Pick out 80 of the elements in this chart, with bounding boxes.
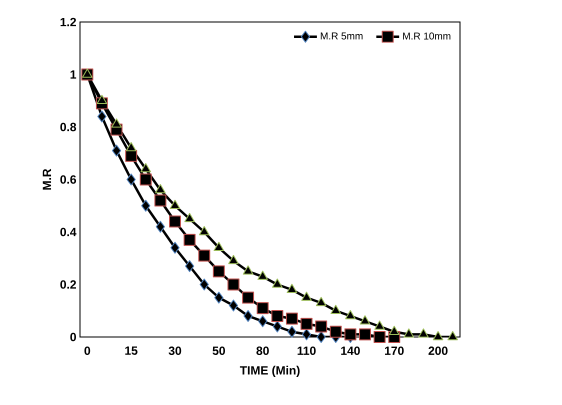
point bbox=[96, 94, 108, 104]
x-axis-title: TIME (Min) bbox=[240, 366, 300, 377]
point bbox=[141, 200, 150, 212]
point bbox=[404, 328, 414, 338]
point bbox=[388, 326, 400, 335]
point bbox=[432, 331, 444, 340]
point bbox=[82, 68, 93, 78]
point bbox=[97, 110, 107, 122]
y-tick-label: 0.2 bbox=[60, 280, 76, 289]
x-tick-label: 0 bbox=[84, 346, 90, 355]
x-tick-label: 15 bbox=[125, 346, 138, 355]
point bbox=[286, 284, 298, 293]
point bbox=[198, 250, 210, 262]
point bbox=[256, 302, 269, 314]
point bbox=[154, 194, 166, 206]
point bbox=[185, 260, 194, 272]
point bbox=[112, 144, 122, 157]
point bbox=[374, 320, 385, 330]
legend-label: M.R 10mm bbox=[403, 32, 450, 40]
point bbox=[271, 310, 284, 322]
point bbox=[344, 328, 356, 340]
point bbox=[140, 174, 152, 186]
point bbox=[214, 242, 224, 251]
point bbox=[316, 331, 326, 343]
point bbox=[170, 242, 180, 254]
x-tick-label: 110 bbox=[298, 346, 316, 355]
y-tick-label: 1 bbox=[70, 70, 76, 79]
point bbox=[374, 331, 386, 343]
point bbox=[111, 118, 122, 128]
y-axis-title: M.R bbox=[42, 168, 52, 190]
point bbox=[418, 328, 429, 338]
x-tick-label: 80 bbox=[256, 346, 269, 355]
point bbox=[126, 174, 136, 186]
y-tick-label: 0.4 bbox=[60, 228, 76, 236]
point bbox=[212, 265, 225, 278]
point bbox=[170, 200, 180, 209]
point bbox=[214, 292, 224, 304]
point bbox=[242, 265, 254, 275]
y-tick-label: 1.2 bbox=[60, 18, 76, 26]
point bbox=[330, 326, 342, 338]
point bbox=[126, 142, 136, 152]
point bbox=[286, 312, 298, 325]
point bbox=[360, 315, 370, 324]
point bbox=[228, 300, 238, 312]
point bbox=[345, 310, 356, 320]
point bbox=[125, 150, 138, 162]
point bbox=[184, 212, 195, 222]
point bbox=[272, 320, 282, 332]
point bbox=[140, 163, 152, 172]
point bbox=[258, 315, 268, 328]
x-tick-label: 200 bbox=[428, 346, 448, 355]
point bbox=[227, 278, 240, 290]
point bbox=[169, 216, 181, 228]
legend-label: M.R 5mm bbox=[320, 32, 363, 40]
point bbox=[257, 270, 268, 280]
y-tick-label: 0 bbox=[70, 332, 76, 342]
point bbox=[155, 184, 166, 194]
point bbox=[302, 328, 312, 340]
point bbox=[315, 320, 328, 332]
point bbox=[272, 278, 283, 288]
point bbox=[243, 310, 253, 322]
y-tick-label: 0.8 bbox=[60, 122, 76, 132]
point bbox=[330, 304, 342, 314]
point bbox=[200, 278, 209, 290]
point bbox=[316, 296, 326, 306]
point bbox=[447, 331, 458, 340]
x-tick-label: 140 bbox=[341, 346, 360, 355]
point bbox=[184, 234, 196, 246]
x-tick-label: 50 bbox=[212, 346, 225, 355]
point bbox=[287, 326, 297, 338]
point bbox=[242, 292, 254, 304]
point bbox=[156, 220, 165, 233]
point bbox=[198, 226, 210, 236]
point bbox=[228, 254, 239, 264]
point bbox=[301, 292, 312, 301]
y-tick-label: 0.6 bbox=[60, 175, 76, 184]
point bbox=[300, 318, 313, 330]
point bbox=[359, 328, 371, 340]
x-tick-label: 30 bbox=[168, 346, 182, 355]
x-tick-label: 170 bbox=[385, 346, 404, 355]
